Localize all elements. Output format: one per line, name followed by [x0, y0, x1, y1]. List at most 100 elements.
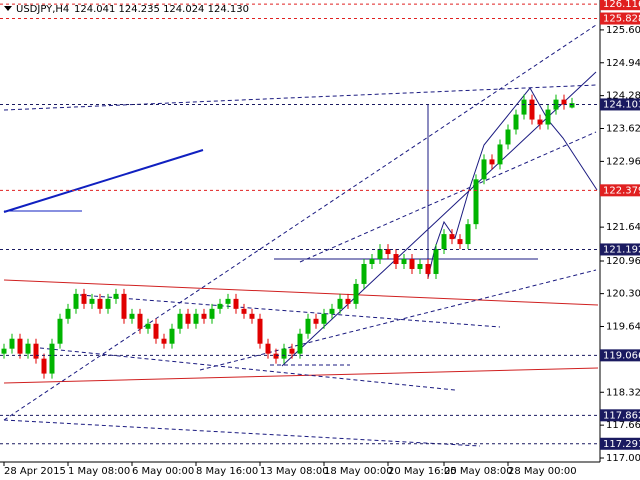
candle-body — [121, 293, 127, 319]
candle-body — [81, 293, 87, 304]
candle-body — [481, 159, 487, 180]
candle-body — [497, 144, 503, 165]
candle-body — [89, 298, 95, 304]
trend-line — [3, 367, 599, 384]
y-tick-label: 120.960 — [606, 256, 640, 267]
candle-body — [17, 338, 23, 354]
candle-body — [105, 298, 111, 309]
candle-body — [249, 313, 255, 319]
candle-body — [321, 313, 327, 324]
candle-body — [9, 338, 15, 349]
candle-body — [185, 313, 191, 324]
candle-body — [153, 323, 159, 339]
candle-body — [385, 249, 391, 255]
candle-body — [513, 114, 519, 130]
y-tick-label: 119.645 — [606, 322, 640, 333]
forecast-path — [427, 87, 598, 279]
candle-body — [433, 249, 439, 274]
candle-body — [177, 313, 183, 329]
channel-line — [3, 84, 597, 111]
x-tick-label: 13 May 08:00 — [260, 466, 329, 477]
trend-line — [3, 279, 599, 306]
level-label-bg — [600, 98, 640, 111]
candle-body — [289, 348, 295, 354]
candle-body — [49, 343, 55, 374]
candle-body — [329, 308, 335, 314]
level-label-bg — [600, 409, 640, 422]
candle-body — [161, 338, 167, 344]
candle-body — [473, 179, 479, 225]
channel-line — [299, 131, 597, 263]
menu-icon — [4, 6, 12, 11]
y-tick-label: 124.280 — [606, 91, 640, 102]
drawings — [3, 24, 599, 447]
level-label-bg — [600, 349, 640, 362]
candle-body — [281, 348, 287, 359]
candle-body — [449, 234, 455, 240]
candle-body — [273, 353, 279, 359]
candle-body — [417, 264, 423, 269]
level-label-bg — [600, 184, 640, 197]
candle-body — [257, 318, 263, 344]
y-tick-label: 118.325 — [606, 387, 640, 398]
channel-line — [199, 269, 597, 371]
y-tick-label: 124.940 — [606, 58, 640, 69]
candle-body — [337, 298, 343, 309]
y-tick-label: 122.960 — [606, 156, 640, 167]
candle-body — [225, 298, 231, 304]
candle-body — [545, 109, 551, 125]
level-label: 126.116 — [603, 0, 640, 10]
level-label: 121.192 — [603, 244, 640, 255]
level-label-bg — [600, 0, 640, 11]
x-tick-label: 1 May 08:00 — [68, 466, 130, 477]
candle-body — [65, 308, 71, 319]
x-tick-label: 20 May 16:00 — [388, 466, 457, 477]
candle-body — [537, 119, 543, 125]
level-label: 117.291 — [603, 439, 640, 450]
x-tick-label: 8 May 16:00 — [196, 466, 258, 477]
candle-body — [57, 318, 63, 344]
candle-body — [25, 343, 31, 354]
candle-body — [145, 323, 151, 329]
candle-body — [401, 259, 407, 264]
x-tick-label: 28 Apr 2015 — [4, 466, 66, 477]
level-label: 119.066 — [603, 350, 640, 361]
y-tick-label: 125.600 — [606, 25, 640, 36]
candle-body — [41, 358, 47, 374]
candle-body — [201, 313, 207, 319]
x-tick-label: 18 May 00:00 — [324, 466, 393, 477]
level-label: 122.379 — [603, 185, 640, 196]
candle-body — [345, 298, 351, 304]
candle-body — [137, 313, 143, 329]
candle-body — [361, 264, 367, 284]
level-label-bg — [600, 243, 640, 256]
candle-body — [73, 293, 79, 309]
candle-body — [313, 318, 319, 324]
level-label: 124.103 — [603, 99, 640, 110]
candle-body — [465, 224, 471, 245]
candle-body — [457, 239, 463, 245]
y-tick-label: 120.305 — [606, 289, 640, 300]
x-tick-label: 28 May 00:00 — [508, 466, 577, 477]
candle-body — [33, 343, 39, 359]
candle-body — [169, 328, 175, 344]
x-tick-label: 6 May 00:00 — [132, 466, 194, 477]
candle-body — [233, 298, 239, 309]
candle-body — [553, 99, 559, 110]
candle-body — [505, 129, 511, 145]
channel-line — [3, 419, 481, 447]
candle-body — [569, 103, 575, 108]
candle-body — [561, 99, 567, 105]
y-tick-label: 117.665 — [606, 420, 640, 431]
y-tick-label: 117.005 — [606, 453, 640, 464]
candle-body — [377, 249, 383, 260]
level-label: 117.862 — [603, 410, 640, 421]
candle-body — [265, 343, 271, 354]
candle-body — [209, 308, 215, 319]
trend-line — [3, 149, 204, 213]
y-tick-label: 123.620 — [606, 124, 640, 135]
y-tick-label: 121.640 — [606, 222, 640, 233]
candle-body — [97, 298, 103, 309]
